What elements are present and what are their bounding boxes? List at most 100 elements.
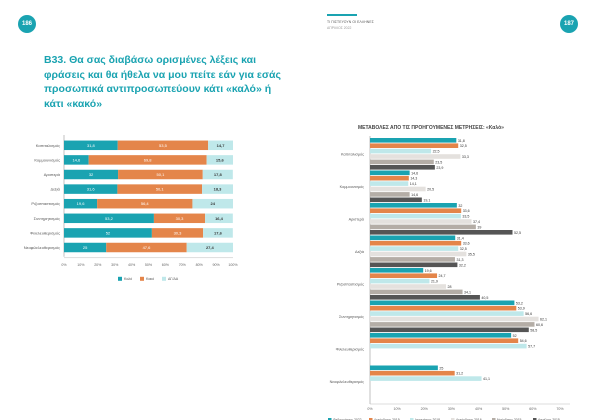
data-label: 31,4 (457, 236, 464, 240)
bar-segment (64, 169, 119, 180)
bar-segment (64, 198, 98, 209)
data-label: 53,9 (518, 307, 525, 311)
bar-segment (106, 242, 187, 253)
data-label: 39 (477, 225, 481, 229)
x-tick-label: 30% (111, 263, 119, 267)
x-tick-label: 50% (145, 263, 153, 267)
bar-segment (117, 184, 203, 194)
legend-swatch (118, 276, 122, 281)
data-label: 23,9 (436, 166, 443, 170)
data-label: 15,6 (216, 157, 225, 162)
bar (370, 311, 524, 316)
data-label: 27,4 (206, 245, 215, 250)
legend-label: Καλό (124, 277, 132, 281)
bar-segment (118, 169, 203, 180)
data-label: 14,3 (410, 177, 417, 181)
data-label: 32,5 (460, 247, 467, 251)
data-label: 50,1 (156, 187, 165, 192)
data-label: 33,6 (463, 242, 470, 246)
legend-swatch (140, 276, 144, 281)
data-label: 19,6 (77, 201, 86, 206)
data-label: 23,5 (435, 160, 442, 164)
bar-segment (206, 155, 233, 165)
data-label: 20,5 (427, 188, 434, 192)
data-label: 25 (83, 245, 88, 250)
data-label: 16,4 (215, 216, 224, 221)
data-label: 25 (439, 366, 443, 370)
data-label: 34,1 (464, 290, 471, 294)
x-tick-label: 90% (212, 263, 220, 267)
bar (370, 235, 456, 241)
bar (370, 170, 410, 176)
x-tick-label: 10% (77, 263, 85, 267)
data-label: 21,9 (431, 280, 438, 284)
data-label: 19,6 (425, 269, 432, 273)
category-label: Συντηρητισμός (339, 315, 364, 319)
bar (370, 268, 424, 273)
data-label: 52 (513, 334, 517, 338)
data-label: 41,1 (483, 377, 490, 381)
bar (370, 154, 461, 159)
data-label: 37,4 (473, 220, 480, 224)
x-tick-label: 50% (502, 407, 510, 411)
category-label: Κομμουνισμός (340, 185, 365, 189)
category-label: Καπιταλισμός (36, 143, 60, 148)
bar (370, 240, 462, 246)
bar-segment (64, 213, 154, 224)
data-label: 69,8 (144, 157, 153, 162)
header-accent-bar (327, 14, 357, 16)
data-label: 53,5 (159, 143, 168, 148)
data-label: 53,2 (105, 216, 114, 221)
data-label: 14,6 (411, 193, 418, 197)
bar (370, 148, 432, 154)
x-tick-label: 10% (394, 407, 402, 411)
data-label: 14,7 (217, 143, 226, 148)
data-label: 35,5 (468, 253, 475, 257)
bar (370, 322, 535, 327)
category-label: Δεξιά (355, 250, 365, 254)
x-tick-label: 30% (448, 407, 456, 411)
legend-swatch (162, 276, 166, 281)
trend-bar-chart: Καπιταλισμός31,832,522,533,323,523,9Κομμ… (328, 136, 570, 420)
bar (370, 251, 467, 257)
data-label: 24,7 (439, 274, 446, 278)
category-label: Φιλελευθερισμός (336, 348, 365, 352)
bar-segment (97, 198, 193, 209)
x-tick-label: 80% (196, 263, 204, 267)
data-label: 19,1 (423, 198, 430, 202)
category-label: Ριζοσπαστισμός (337, 283, 364, 287)
category-label: Καπιταλισμός (341, 153, 364, 157)
bar (370, 203, 457, 208)
x-tick-label: 20% (421, 407, 429, 411)
bar (370, 327, 529, 333)
bar (370, 316, 539, 322)
bar-segment (202, 184, 233, 194)
legend-label: ΔΓ/ΔΑ (168, 277, 179, 281)
data-label: 31,6 (87, 187, 96, 192)
data-label: 52,5 (514, 231, 521, 235)
data-label: 31,8 (458, 139, 465, 143)
data-label: 60,6 (536, 323, 543, 327)
bar-segment (205, 213, 233, 224)
bar (370, 278, 430, 284)
bar (370, 208, 462, 213)
data-label: 28 (448, 285, 452, 289)
x-tick-label: 0% (61, 263, 67, 267)
data-label: 33,3 (462, 155, 469, 159)
x-tick-label: 100% (228, 263, 238, 267)
data-label: 32,5 (460, 144, 467, 148)
x-tick-label: 40% (475, 407, 483, 411)
data-label: 47,6 (143, 245, 152, 250)
bar (370, 305, 517, 311)
bar (370, 289, 463, 295)
data-label: 14,1 (410, 182, 417, 186)
bar-segment (64, 140, 118, 151)
publication-title: ΤΙ ΠΙΣΤΕΥΟΥΝ ΟΙ ΕΛΛΗΝΕΣ (327, 20, 374, 24)
category-label: Συντηρητισμός (34, 216, 60, 221)
data-label: 62,1 (540, 318, 547, 322)
bar-segment (64, 228, 152, 238)
bar (370, 230, 513, 235)
data-label: 32 (89, 172, 94, 177)
bar (370, 338, 519, 343)
bar (370, 197, 422, 203)
